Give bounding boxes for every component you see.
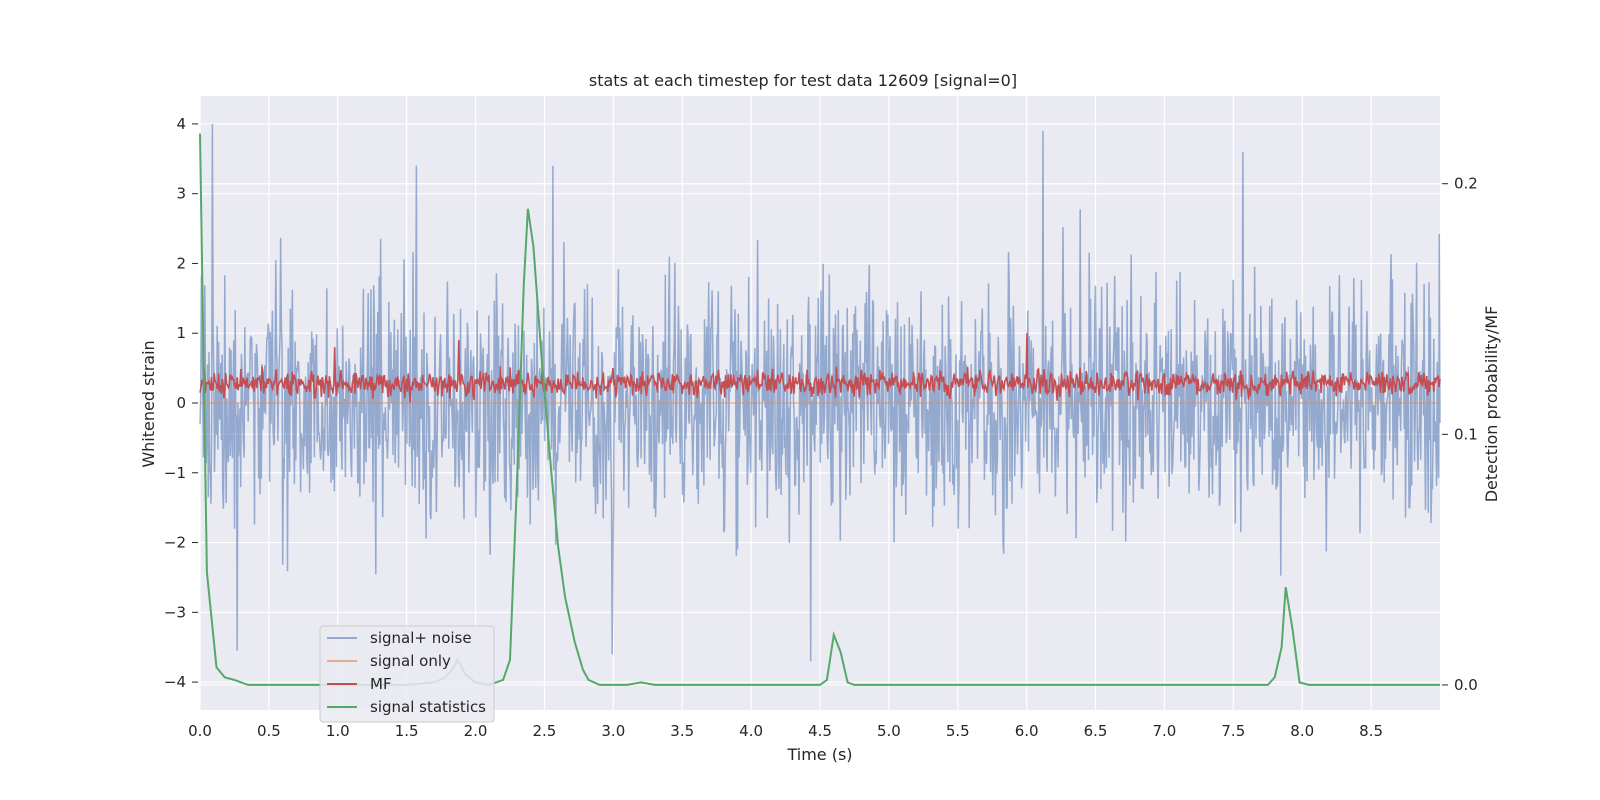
y-tick-label: −3 xyxy=(164,603,186,621)
x-tick-label: 4.0 xyxy=(739,722,763,740)
y-axis-right: 0.2 0.1 0.0 xyxy=(1442,175,1478,694)
y-tick-label: 0 xyxy=(176,394,186,412)
y-right-tick-label: 0.1 xyxy=(1454,425,1478,443)
legend: signal+ noise signal only MF signal stat… xyxy=(319,625,495,723)
x-tick-label: 0.0 xyxy=(188,722,212,740)
y-axis-left: 4 3 2 1 0 −1 −2 −3 −4 xyxy=(164,115,198,691)
x-tick-label: 2.5 xyxy=(533,722,557,740)
y-tick-label: 1 xyxy=(176,324,186,342)
x-tick-label: 5.0 xyxy=(877,722,901,740)
y-tick-label: 2 xyxy=(176,254,186,272)
legend-box xyxy=(319,625,495,723)
y-right-tick-label: 0.0 xyxy=(1454,676,1478,694)
chart-title: stats at each timestep for test data 126… xyxy=(589,71,1017,90)
legend-label-signal-noise: signal+ noise xyxy=(370,629,472,647)
x-axis: 0.0 0.5 1.0 1.5 2.0 2.5 3.0 3.5 4.0 4.5 5.0 5.5 6.0 6… xyxy=(188,722,1383,740)
y-tick-label: −1 xyxy=(164,464,186,482)
series-line-signal-noise xyxy=(199,123,1441,662)
series-signal-noise xyxy=(199,123,1441,662)
y-tick-label: −2 xyxy=(164,534,186,552)
x-tick-label: 5.5 xyxy=(946,722,970,740)
legend-label-signal-only: signal only xyxy=(370,652,451,670)
x-tick-label: 1.0 xyxy=(326,722,350,740)
y-tick-label: −4 xyxy=(164,673,186,691)
series-mf xyxy=(199,333,1441,403)
x-tick-label: 1.5 xyxy=(395,722,419,740)
x-tick-label: 4.5 xyxy=(808,722,832,740)
x-tick-label: 6.0 xyxy=(1015,722,1039,740)
x-tick-label: 7.5 xyxy=(1221,722,1245,740)
x-tick-label: 8.0 xyxy=(1290,722,1314,740)
y-tick-label: 3 xyxy=(176,185,186,203)
x-tick-label: 8.5 xyxy=(1359,722,1383,740)
x-axis-label: Time (s) xyxy=(786,745,852,764)
x-tick-label: 3.0 xyxy=(601,722,625,740)
legend-label-mf: MF xyxy=(370,675,392,693)
x-tick-label: 2.0 xyxy=(464,722,488,740)
x-tick-label: 0.5 xyxy=(257,722,281,740)
y-right-tick-label: 0.2 xyxy=(1454,175,1478,193)
x-tick-label: 3.5 xyxy=(670,722,694,740)
x-tick-label: 7.0 xyxy=(1153,722,1177,740)
y-axis-label: Whitened strain xyxy=(139,340,158,467)
y-tick-label: 4 xyxy=(176,115,186,133)
y-axis-right-label: Detection probability/MF xyxy=(1482,306,1501,503)
series-line-mf xyxy=(199,333,1441,403)
legend-label-signal-statistics: signal statistics xyxy=(370,698,486,716)
x-tick-label: 6.5 xyxy=(1084,722,1108,740)
